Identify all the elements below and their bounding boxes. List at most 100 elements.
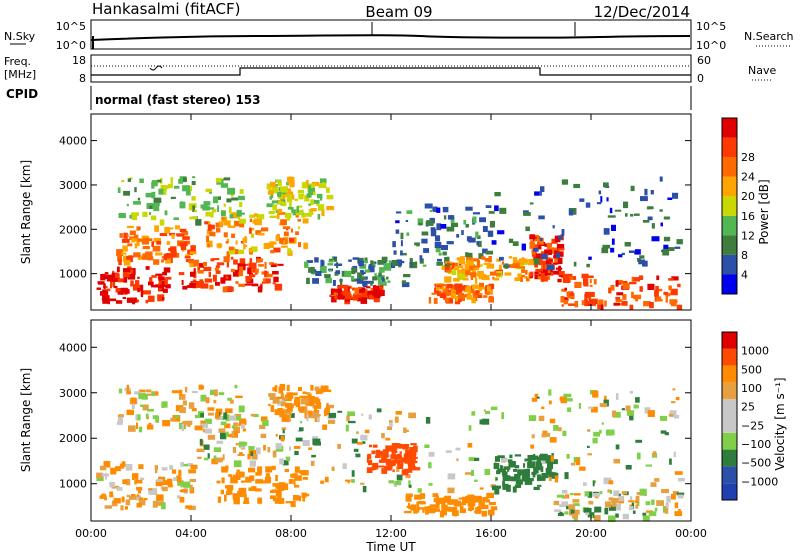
heatmap-cell bbox=[164, 210, 168, 216]
heatmap-cell bbox=[484, 258, 489, 262]
heatmap-cell bbox=[592, 491, 599, 494]
heatmap-cell bbox=[663, 216, 670, 220]
heatmap-cell bbox=[377, 292, 385, 296]
heatmap-cell bbox=[647, 410, 655, 417]
heatmap-cell bbox=[425, 508, 429, 515]
heatmap-cell bbox=[458, 497, 464, 500]
heatmap-cell bbox=[540, 268, 549, 272]
heatmap-cell bbox=[130, 268, 136, 275]
colorbar-swatch bbox=[722, 215, 737, 236]
heatmap-cell bbox=[121, 496, 125, 503]
heatmap-cell bbox=[378, 272, 382, 277]
heatmap-cell bbox=[270, 250, 275, 254]
heatmap-cell bbox=[458, 292, 462, 296]
heatmap-cell bbox=[644, 188, 648, 196]
heatmap-cell bbox=[535, 244, 539, 248]
heatmap-cell bbox=[220, 421, 227, 426]
heatmap-cell bbox=[136, 494, 140, 497]
heatmap-cell bbox=[310, 208, 317, 212]
heatmap-cell bbox=[100, 465, 107, 471]
heatmap-cell bbox=[467, 443, 473, 448]
heatmap-cell bbox=[337, 443, 341, 449]
heatmap-cell bbox=[645, 501, 651, 506]
heatmap-cell bbox=[130, 284, 136, 287]
heatmap-cell bbox=[609, 489, 612, 494]
velocity-heatmap bbox=[96, 383, 685, 523]
heatmap-cell bbox=[468, 457, 474, 462]
heatmap-cell bbox=[473, 265, 480, 271]
heatmap-cell bbox=[379, 267, 385, 273]
heatmap-cell bbox=[618, 493, 621, 497]
heatmap-cell bbox=[489, 289, 492, 294]
heatmap-cell bbox=[429, 209, 433, 213]
heatmap-cell bbox=[546, 264, 555, 271]
heatmap-cell bbox=[533, 467, 539, 474]
heatmap-cell bbox=[238, 214, 241, 221]
heatmap-cell bbox=[211, 258, 220, 261]
heatmap-cell bbox=[440, 224, 447, 229]
heatmap-cell bbox=[228, 206, 232, 214]
heatmap-cell bbox=[467, 507, 472, 511]
heatmap-cell bbox=[294, 403, 298, 406]
heatmap-cell bbox=[125, 464, 133, 471]
heatmap-cell bbox=[418, 501, 423, 505]
heatmap-cell bbox=[216, 480, 221, 484]
heatmap-cell bbox=[217, 496, 222, 503]
heatmap-cell bbox=[235, 442, 241, 446]
heatmap-cell bbox=[294, 198, 298, 201]
heatmap-cell bbox=[597, 304, 601, 310]
heatmap-cell bbox=[271, 465, 276, 471]
heatmap-cell bbox=[375, 449, 381, 453]
heatmap-cell bbox=[366, 286, 371, 289]
colorbar-swatch bbox=[722, 196, 737, 216]
heatmap-cell bbox=[207, 224, 212, 231]
heatmap-cell bbox=[468, 252, 473, 259]
heatmap-cell bbox=[233, 480, 238, 484]
heatmap-cell bbox=[390, 454, 398, 460]
heatmap-cell bbox=[654, 507, 658, 512]
heatmap-cell bbox=[233, 422, 238, 427]
heatmap-cell bbox=[523, 473, 530, 479]
heatmap-cell bbox=[275, 210, 278, 213]
heatmap-cell bbox=[621, 300, 628, 306]
heatmap-cell bbox=[599, 429, 602, 434]
heatmap-cell bbox=[449, 499, 457, 504]
heatmap-cell bbox=[403, 444, 410, 449]
heatmap-cell bbox=[414, 456, 418, 459]
heatmap-cell bbox=[240, 423, 245, 429]
heatmap-cell bbox=[550, 472, 559, 479]
heatmap-cell bbox=[444, 257, 450, 264]
heatmap-cell bbox=[337, 410, 343, 413]
heatmap-cell bbox=[539, 455, 545, 461]
heatmap-cell bbox=[243, 501, 250, 504]
freq-trace bbox=[91, 67, 691, 76]
heatmap-cell bbox=[514, 484, 520, 488]
heatmap-cell bbox=[166, 253, 171, 259]
heatmap-cell bbox=[411, 461, 415, 467]
heatmap-cell bbox=[428, 452, 435, 457]
heatmap-cell bbox=[406, 457, 411, 461]
heatmap-cell bbox=[480, 264, 483, 267]
heatmap-cell bbox=[142, 246, 150, 250]
heatmap-cell bbox=[463, 274, 468, 278]
heatmap-cell bbox=[221, 217, 225, 220]
heatmap-cell bbox=[328, 258, 334, 261]
heatmap-cell bbox=[268, 211, 275, 215]
heatmap-cell bbox=[611, 238, 615, 245]
heatmap-cell bbox=[396, 259, 402, 262]
heatmap-cell bbox=[388, 420, 393, 423]
heatmap-cell bbox=[406, 210, 413, 214]
heatmap-cell bbox=[116, 249, 124, 256]
heatmap-cell bbox=[278, 187, 282, 191]
heatmap-cell bbox=[611, 497, 619, 503]
heatmap-cell bbox=[163, 253, 167, 261]
heatmap-cell bbox=[499, 256, 504, 261]
heatmap-cell bbox=[594, 506, 602, 513]
heatmap-cell bbox=[456, 458, 459, 462]
heatmap-cell bbox=[483, 295, 488, 298]
heatmap-cell bbox=[143, 290, 151, 295]
heatmap-cell bbox=[239, 221, 245, 228]
heatmap-cell bbox=[155, 273, 163, 276]
heatmap-cell bbox=[269, 495, 276, 499]
